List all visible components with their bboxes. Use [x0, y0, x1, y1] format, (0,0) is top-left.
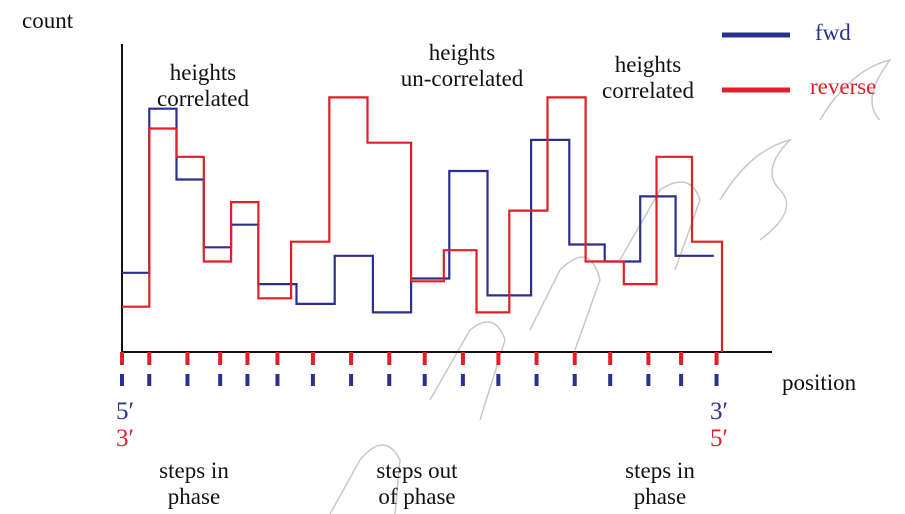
reverse-tick-15 — [646, 352, 651, 365]
reverse-tick-12 — [534, 352, 539, 365]
reverse-tick-1 — [147, 352, 152, 365]
reverse-tick-16 — [679, 352, 684, 365]
legend-reverse-label: reverse — [810, 74, 877, 99]
annotation-bottom-left: steps in phase — [159, 458, 229, 510]
reverse-tick-5 — [275, 352, 280, 365]
fwd-tick-13 — [572, 374, 577, 386]
reverse-tick-11 — [496, 352, 501, 365]
annotation-top-left: heights correlated — [157, 60, 249, 112]
fwd-tick-3 — [218, 374, 223, 386]
strand-label-left-top: 5′ — [116, 398, 134, 425]
fwd-tick-0 — [120, 374, 124, 386]
reverse-tick-7 — [349, 352, 354, 365]
reverse-tick-13 — [572, 352, 577, 365]
series-layer — [122, 96, 724, 352]
annotation-top-right: heights correlated — [602, 52, 694, 104]
fwd-tick-16 — [679, 374, 684, 386]
reverse-tick-6 — [310, 352, 315, 365]
reverse-tick-17 — [714, 352, 719, 365]
fwd-tick-10 — [460, 374, 465, 386]
fwd-tick-1 — [147, 374, 152, 386]
fwd-tick-6 — [310, 374, 315, 386]
fwd-tick-5 — [275, 374, 280, 386]
fwd-tick-2 — [185, 374, 190, 386]
reverse-tick-14 — [608, 352, 613, 365]
strand-label-right-top: 3′ — [710, 398, 728, 425]
series-reverse-step-line — [122, 96, 724, 352]
strand-label-right-bottom: 5′ — [710, 425, 728, 452]
annotation-bottom-right: steps in phase — [625, 458, 695, 510]
legend — [722, 32, 790, 93]
fwd-tick-12 — [534, 374, 539, 386]
fwd-tick-9 — [422, 374, 427, 386]
annotation-bottom-middle: steps out of phase — [376, 458, 458, 510]
reverse-tick-8 — [387, 352, 392, 365]
fwd-tick-15 — [646, 374, 651, 386]
reverse-tick-10 — [460, 352, 465, 365]
fwd-tick-17 — [714, 374, 719, 386]
y-axis-label: count — [22, 8, 74, 33]
reverse-tick-3 — [218, 352, 223, 365]
fwd-tick-4 — [245, 374, 250, 386]
ticks-layer — [120, 352, 719, 386]
reverse-tick-0 — [120, 352, 124, 365]
reverse-tick-4 — [245, 352, 250, 365]
reverse-tick-2 — [185, 352, 190, 365]
x-axis-label: position — [782, 370, 857, 395]
fwd-tick-7 — [349, 374, 354, 386]
fwd-tick-8 — [387, 374, 392, 386]
annotation-top-middle: heights un-correlated — [400, 40, 524, 92]
fwd-tick-14 — [608, 374, 613, 386]
legend-fwd-label: fwd — [815, 20, 851, 45]
fwd-tick-11 — [496, 374, 501, 386]
axes — [121, 44, 772, 353]
strand-label-left-bottom: 3′ — [116, 425, 134, 452]
reverse-tick-9 — [422, 352, 427, 365]
